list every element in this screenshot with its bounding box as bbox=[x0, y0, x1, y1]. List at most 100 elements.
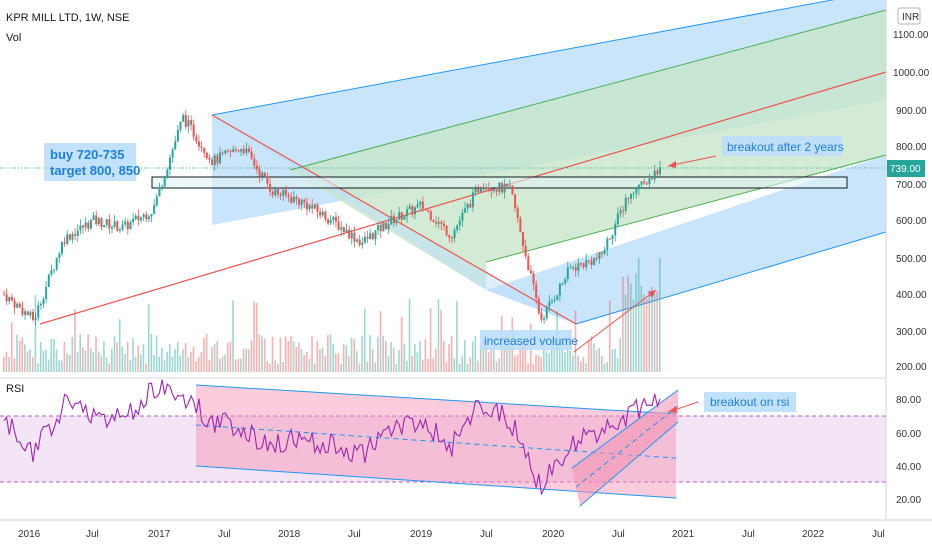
volume-bar bbox=[63, 341, 66, 372]
candle-body bbox=[208, 158, 211, 160]
volume-bar bbox=[635, 273, 637, 372]
candle-body bbox=[427, 209, 430, 212]
candle-body bbox=[424, 208, 427, 210]
volume-bar bbox=[274, 360, 276, 372]
volume-bar bbox=[269, 363, 271, 372]
breakout-annotation[interactable]: breakout after 2 years bbox=[667, 136, 844, 168]
candle-body bbox=[514, 194, 517, 209]
candle-body bbox=[371, 233, 374, 240]
candle-body bbox=[419, 201, 422, 205]
volume-bar bbox=[89, 348, 92, 372]
candle-body bbox=[105, 219, 108, 225]
buy-annotation[interactable]: buy 720-735 target 800, 850 bbox=[44, 143, 140, 181]
candle-body bbox=[163, 177, 166, 187]
candle-body bbox=[334, 216, 337, 222]
volume-bar bbox=[469, 357, 471, 372]
volume-bar bbox=[569, 350, 572, 372]
volume-bar bbox=[377, 336, 379, 372]
volume-bar bbox=[66, 353, 68, 372]
volume-bar bbox=[55, 349, 58, 372]
candle-body bbox=[353, 232, 356, 242]
volume-bar bbox=[485, 336, 487, 372]
candle-body bbox=[111, 226, 114, 229]
volume-bar bbox=[60, 360, 63, 372]
volume-bar bbox=[74, 309, 76, 372]
volume-bar bbox=[305, 351, 308, 372]
volume-bar bbox=[579, 361, 582, 372]
candle-body bbox=[113, 221, 116, 227]
candle-body bbox=[448, 235, 451, 238]
price-tick: 800.00 bbox=[896, 142, 927, 153]
volume-bar bbox=[369, 335, 371, 372]
volume-bar bbox=[413, 344, 416, 372]
time-axis[interactable]: 2016 Jul 2017 Jul 2018 Jul 2019 Jul 2020… bbox=[0, 519, 932, 540]
volume-bar bbox=[192, 346, 195, 372]
volume-bar bbox=[105, 357, 108, 372]
candle-body bbox=[616, 213, 619, 225]
volume-bar bbox=[572, 355, 574, 372]
volume-bar bbox=[87, 334, 89, 372]
price-axis[interactable]: 1100.00 1000.00 900.00 800.00 700.00 600… bbox=[885, 0, 932, 520]
volume-bar bbox=[582, 357, 585, 372]
svg-text:breakout after 2 years: breakout after 2 years bbox=[727, 140, 844, 154]
pitchfork-lower-line bbox=[575, 231, 887, 325]
candle-body bbox=[442, 223, 445, 226]
candle-body bbox=[508, 185, 511, 187]
volume-bar bbox=[284, 336, 287, 372]
candle-body bbox=[221, 152, 224, 154]
volume-bar bbox=[250, 340, 253, 372]
volume-bar bbox=[213, 344, 216, 372]
candle-body bbox=[232, 149, 235, 152]
rsi-tick: 20.00 bbox=[896, 495, 921, 506]
candle-body bbox=[24, 311, 27, 315]
candle-body bbox=[403, 216, 406, 220]
candle-body bbox=[190, 120, 193, 125]
time-tick: 2022 bbox=[802, 529, 825, 540]
volume-bar bbox=[408, 298, 411, 372]
candle-body bbox=[271, 191, 274, 196]
volume-annotation[interactable]: increased volume bbox=[480, 289, 657, 353]
rsi-up-channel-top bbox=[571, 389, 679, 469]
candle-body bbox=[71, 234, 74, 240]
volume-bar bbox=[108, 363, 110, 372]
candle-body bbox=[16, 303, 19, 308]
candle-body bbox=[437, 221, 440, 224]
rsi-tick: 80.00 bbox=[896, 395, 921, 406]
volume-bar bbox=[659, 257, 661, 372]
candle-body bbox=[229, 151, 232, 153]
candle-body bbox=[606, 238, 609, 250]
volume-bar bbox=[619, 337, 622, 372]
volume-bar bbox=[118, 319, 121, 372]
candle-body bbox=[485, 187, 488, 190]
candle-body bbox=[582, 263, 585, 268]
volume-bar bbox=[611, 349, 614, 372]
candle-body bbox=[435, 221, 438, 224]
volume-bar bbox=[263, 338, 266, 372]
volume-bar bbox=[608, 300, 611, 372]
currency-badge[interactable] bbox=[897, 7, 921, 25]
candle-body bbox=[558, 283, 561, 296]
volume-bar bbox=[298, 342, 300, 372]
price-tick: 900.00 bbox=[896, 106, 927, 117]
volume-bar bbox=[424, 339, 427, 372]
candle-body bbox=[182, 115, 185, 122]
price-tick: 1100.00 bbox=[893, 30, 929, 41]
volume-bar bbox=[622, 276, 624, 372]
volume-bar bbox=[300, 348, 303, 372]
volume-bar bbox=[353, 339, 355, 372]
rsi-breakout-annotation[interactable]: breakout on rsi bbox=[667, 392, 796, 413]
volume-bar bbox=[466, 363, 469, 372]
volume-bar bbox=[97, 351, 100, 372]
volume-bar bbox=[103, 341, 105, 372]
candle-body bbox=[176, 129, 179, 142]
candle-body bbox=[161, 186, 164, 188]
symbol-title[interactable]: KPR MILL LTD, 1W, NSE bbox=[6, 12, 129, 24]
candle-body bbox=[564, 279, 567, 284]
candle-body bbox=[197, 141, 200, 147]
volume-bar bbox=[79, 334, 82, 372]
candle-body bbox=[356, 239, 359, 242]
pitchfork-upper-line bbox=[211, 0, 835, 116]
candle-body bbox=[158, 187, 161, 197]
volume-bar bbox=[645, 298, 648, 372]
price-tick: 200.00 bbox=[896, 362, 927, 373]
